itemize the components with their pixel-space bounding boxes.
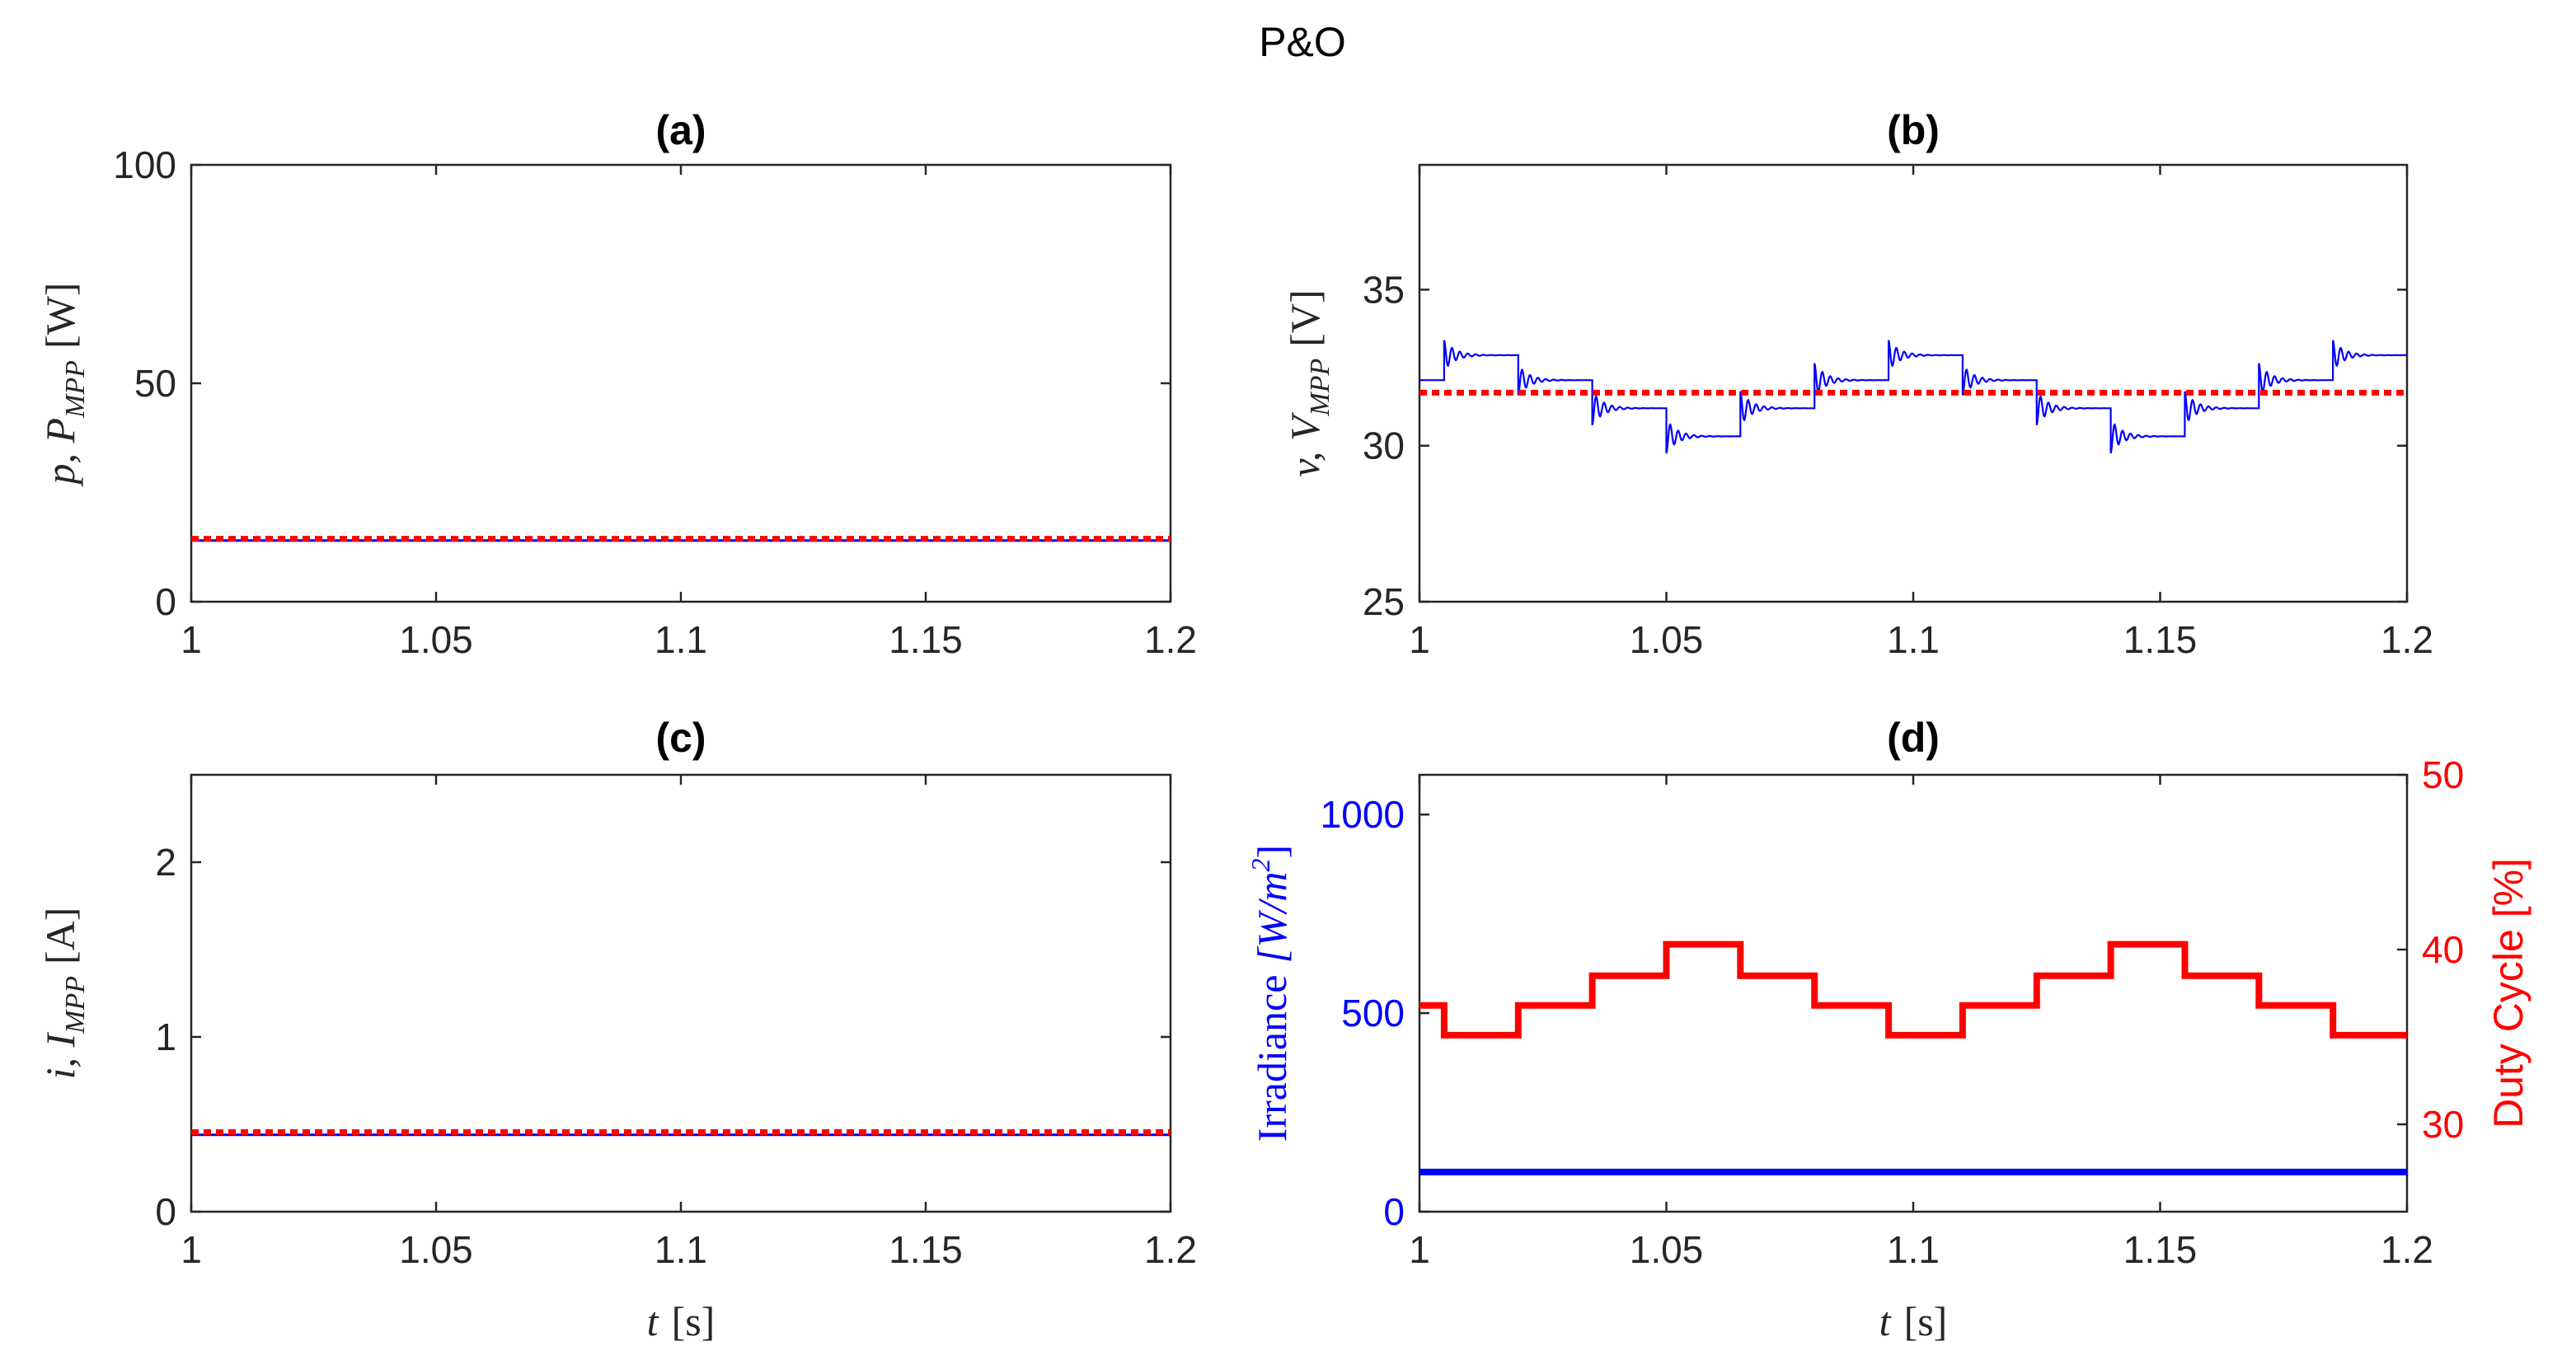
panel-d-ylabel-unit-open: [W/m [1249, 871, 1295, 963]
panel-d-xlabel-var: t [1879, 1298, 1892, 1344]
panel-a-ytick-label: 0 [155, 580, 176, 623]
panel-b: (b) 1 1.05 1.1 1.15 1.2 25 30 35 v, VMPP [V] [1282, 107, 2433, 661]
panel-d-ylabel-left: Irradiance [W/m2] [1246, 845, 1295, 1142]
panel-d-xlabel-unit: [s] [1904, 1298, 1948, 1344]
panel-d-plot [1419, 940, 2407, 1175]
panel-d-ylabel-word: Irradiance [1249, 975, 1295, 1142]
panel-c-ylabel-unit: [A] [37, 908, 83, 964]
panel-c-plot [191, 1129, 1171, 1137]
panel-a: (a) 1 1.05 1.1 1.15 1.2 0 50 100 p, PMPP [W] [37, 107, 1197, 661]
panel-d-ylabel-unit-close: ] [1249, 845, 1295, 859]
panel-d-ylabel-right: Duty Cycle [%] [2485, 858, 2531, 1128]
panel-d: (d) 1 1.05 1.1 1.15 1.2 0 500 1000 30 40 50 Irradi… [1246, 715, 2531, 1344]
panel-b-ylabel: v, VMPP [V] [1282, 289, 1335, 476]
panel-d-xtick-label: 1.15 [2123, 1228, 2198, 1271]
panel-c-xlabel-var: t [647, 1298, 659, 1344]
panel-d-ytick-label: 500 [1341, 992, 1405, 1034]
panel-d-xtick-label: 1 [1409, 1228, 1430, 1271]
panel-c-axes [190, 773, 1172, 1213]
panel-d-ytick-right-label: 50 [2422, 753, 2464, 796]
panel-b-title: (b) [1887, 107, 1940, 153]
panel-b-xtick-label: 1.2 [2381, 618, 2433, 661]
panel-c-xtick-label: 1.15 [889, 1228, 963, 1271]
panel-b-ytick-label: 35 [1363, 268, 1405, 311]
panel-c-xtick-label: 1.1 [655, 1228, 707, 1271]
panel-d-xtick-label: 1.05 [1630, 1228, 1704, 1271]
panel-c-ylabel-sub: MPP [60, 976, 91, 1034]
panel-d-xtick-label: 1.2 [2381, 1228, 2433, 1271]
panel-a-ylabel-unit: [W] [37, 283, 83, 349]
panel-b-xtick-label: 1.1 [1887, 618, 1940, 661]
panel-c-xtick-label: 1.2 [1144, 1228, 1197, 1271]
panel-b-ylabel-main: v, V [1282, 411, 1328, 476]
panel-d-xlabel: t [s] [1879, 1298, 1948, 1344]
panel-a-title: (a) [655, 107, 706, 153]
panel-d-ytick-right-label: 40 [2422, 928, 2464, 971]
panel-b-ylabel-unit: [V] [1282, 289, 1328, 346]
panel-c-xlabel-unit: [s] [672, 1298, 716, 1344]
panel-a-ylabel: p, PMPP [W] [37, 283, 91, 487]
panel-a-ylabel-sub: MPP [60, 360, 91, 419]
panel-d-ytick-label: 0 [1383, 1190, 1405, 1233]
panel-d-xtick-label: 1.1 [1887, 1228, 1940, 1271]
panel-a-xtick-label: 1.15 [889, 618, 963, 661]
panel-a-ytick-label: 50 [134, 362, 176, 405]
panel-d-ylabel-unit-sup: 2 [1246, 858, 1275, 871]
panel-b-ticks: 1 1.05 1.1 1.15 1.2 25 30 35 [1363, 165, 2433, 661]
panel-a-xtick-label: 1.05 [399, 618, 473, 661]
panel-a-ylabel-main: p, P [37, 418, 83, 487]
panel-a-ticks: 1 1.05 1.1 1.15 1.2 0 50 100 [113, 143, 1197, 661]
panel-a-axes [190, 163, 1172, 603]
panel-b-xtick-label: 1.15 [2123, 618, 2198, 661]
panel-b-xtick-label: 1 [1409, 618, 1430, 661]
panel-d-ticks: 1 1.05 1.1 1.15 1.2 0 500 1000 30 40 50 [1321, 753, 2465, 1271]
panel-a-ytick-label: 100 [113, 143, 176, 186]
panel-c-ylabel-main: i, I [37, 1032, 83, 1080]
panel-a-xtick-label: 1 [181, 618, 202, 661]
panel-b-plot [1419, 340, 2407, 454]
panel-a-xtick-label: 1.1 [655, 618, 707, 661]
panel-c-title: (c) [655, 715, 706, 761]
panel-b-xtick-label: 1.05 [1630, 618, 1704, 661]
figure-suptitle: P&O [1259, 19, 1346, 65]
panel-a-xtick-label: 1.2 [1144, 618, 1197, 661]
panel-d-series-duty-cycle [1419, 940, 2407, 1039]
panel-d-title: (d) [1887, 715, 1940, 761]
panel-d-ytick-right-label: 30 [2422, 1103, 2464, 1146]
panel-b-ytick-label: 25 [1363, 580, 1405, 623]
panel-b-series-v [1419, 340, 2407, 454]
panel-d-ytick-label: 1000 [1321, 793, 1405, 836]
panel-c-ylabel: i, IMPP [A] [37, 908, 91, 1080]
panel-c-ytick-label: 1 [155, 1016, 176, 1058]
panel-b-ylabel-sub: MPP [1305, 359, 1335, 417]
panel-c-xtick-label: 1 [181, 1228, 202, 1271]
panel-b-ytick-label: 30 [1363, 425, 1405, 467]
panel-c-ytick-label: 2 [155, 841, 176, 884]
panel-c-ytick-label: 0 [155, 1190, 176, 1233]
panel-a-plot [191, 536, 1171, 542]
panel-c-xtick-label: 1.05 [399, 1228, 473, 1271]
panel-c-xlabel: t [s] [647, 1298, 716, 1344]
